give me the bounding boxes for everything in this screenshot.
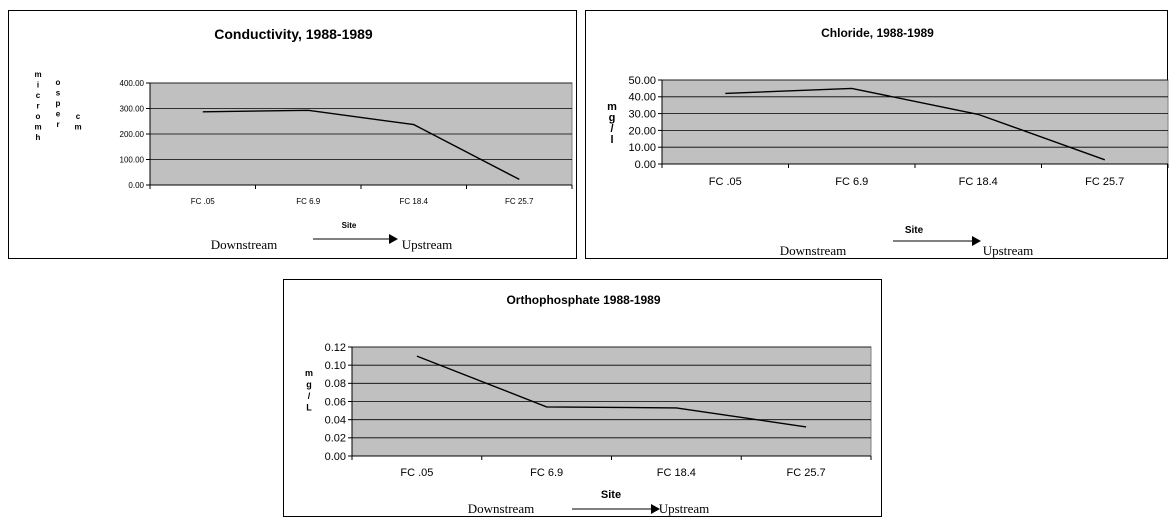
y-axis-label-letter: r: [56, 120, 59, 129]
y-axis-label-letter: o: [56, 78, 61, 87]
y-axis-label-letter: m: [305, 368, 313, 378]
x-tick-label: FC 6.9: [296, 197, 321, 206]
y-tick-label: 0.02: [325, 433, 346, 445]
y-axis-label-letter: l: [610, 134, 613, 146]
y-axis-label-letter: o: [36, 112, 41, 121]
y-axis-label-letter: /: [308, 391, 311, 401]
direction-arrowhead: [651, 504, 660, 514]
x-axis-title: Site: [342, 221, 357, 230]
y-tick-label: 0.06: [325, 396, 346, 408]
y-axis-label-letter: e: [56, 110, 61, 119]
y-axis-label-letter: c: [36, 91, 41, 100]
downstream-label: Downstream: [780, 243, 846, 258]
downstream-label: Downstream: [211, 237, 277, 252]
y-axis-label-letter: L: [306, 403, 312, 413]
y-axis-label-letter: m: [34, 70, 41, 79]
x-tick-label: FC .05: [709, 176, 742, 188]
y-tick-label: 0.10: [325, 360, 346, 372]
y-tick-label: 200.00: [120, 130, 145, 139]
series-line: [416, 355, 807, 428]
y-axis-label-letter: s: [56, 89, 61, 98]
orthophosphate-chart: Orthophosphate 1988-1989 0.00 0.02 0.04 0.06…: [283, 279, 882, 517]
series-line: [725, 87, 1106, 161]
upstream-label: Upstream: [402, 237, 453, 252]
y-tick-label: 40.00: [628, 92, 656, 104]
x-axis-title: Site: [601, 489, 621, 501]
x-tick-label: FC .05: [191, 197, 216, 206]
downstream-label: Downstream: [468, 501, 534, 516]
chart-svg: Orthophosphate 1988-1989 0.00 0.02 0.04 0.06…: [305, 293, 872, 516]
y-axis-label-letter: i: [37, 81, 39, 90]
y-tick-label: 300.00: [120, 104, 145, 113]
upstream-label: Upstream: [983, 243, 1034, 258]
y-tick-label: 0.04: [325, 415, 346, 427]
chart-title: Chloride, 1988-1989: [821, 26, 934, 40]
x-axis-title: Site: [905, 225, 924, 236]
upstream-label: Upstream: [659, 501, 710, 516]
x-tick-label: FC 6.9: [530, 467, 563, 479]
y-tick-label: 0.12: [325, 342, 346, 354]
direction-arrowhead: [389, 234, 398, 244]
x-tick-label: FC 18.4: [657, 467, 696, 479]
y-tick-label: 0.00: [128, 181, 144, 190]
y-tick-label: 0.00: [635, 159, 656, 171]
x-tick-label: FC .05: [400, 467, 433, 479]
y-axis-label-letter: h: [36, 133, 41, 142]
y-tick-label: 10.00: [628, 142, 656, 154]
x-tick-label: FC 25.7: [1085, 176, 1124, 188]
y-axis-label-letter: c: [76, 112, 81, 121]
y-axis-label-letter: r: [36, 102, 39, 111]
y-axis-label-letter: g: [306, 380, 312, 390]
x-tick-label: FC 18.4: [959, 176, 998, 188]
y-tick-label: 20.00: [628, 125, 656, 137]
y-axis-label-letter: m: [34, 123, 41, 132]
x-tick-label: FC 18.4: [400, 197, 429, 206]
x-tick-label: FC 25.7: [787, 467, 826, 479]
conductivity-chart: Conductivity, 1988-1989 0.00 100.00 200.00 3…: [8, 10, 577, 259]
chart-title: Orthophosphate 1988-1989: [506, 293, 660, 307]
y-axis-label-letter: g: [609, 112, 616, 124]
x-tick-label: FC 6.9: [835, 176, 868, 188]
y-axis-label-letter: p: [56, 99, 61, 108]
chart-title: Conductivity, 1988-1989: [214, 26, 373, 42]
y-tick-label: 0.08: [325, 378, 346, 390]
y-tick-label: 50.00: [628, 75, 656, 87]
y-tick-label: 30.00: [628, 108, 656, 120]
y-tick-label: 400.00: [120, 79, 145, 88]
y-tick-label: 100.00: [120, 155, 145, 164]
y-axis-label-letter: m: [607, 101, 617, 113]
y-tick-label: 0.00: [325, 451, 346, 463]
x-tick-label: FC 25.7: [505, 197, 534, 206]
chart-svg: Conductivity, 1988-1989 0.00 100.00 200.00 3…: [34, 26, 573, 252]
y-axis-label-letter: m: [74, 123, 81, 132]
chart-svg: Chloride, 1988-1989 0.00 10.00 20.00 30.00 40…: [607, 26, 1169, 258]
direction-arrowhead: [972, 236, 981, 246]
chloride-chart: Chloride, 1988-1989 0.00 10.00 20.00 30.00 40…: [585, 10, 1169, 259]
series-line: [202, 109, 520, 181]
y-axis-label-letter: /: [610, 123, 613, 135]
